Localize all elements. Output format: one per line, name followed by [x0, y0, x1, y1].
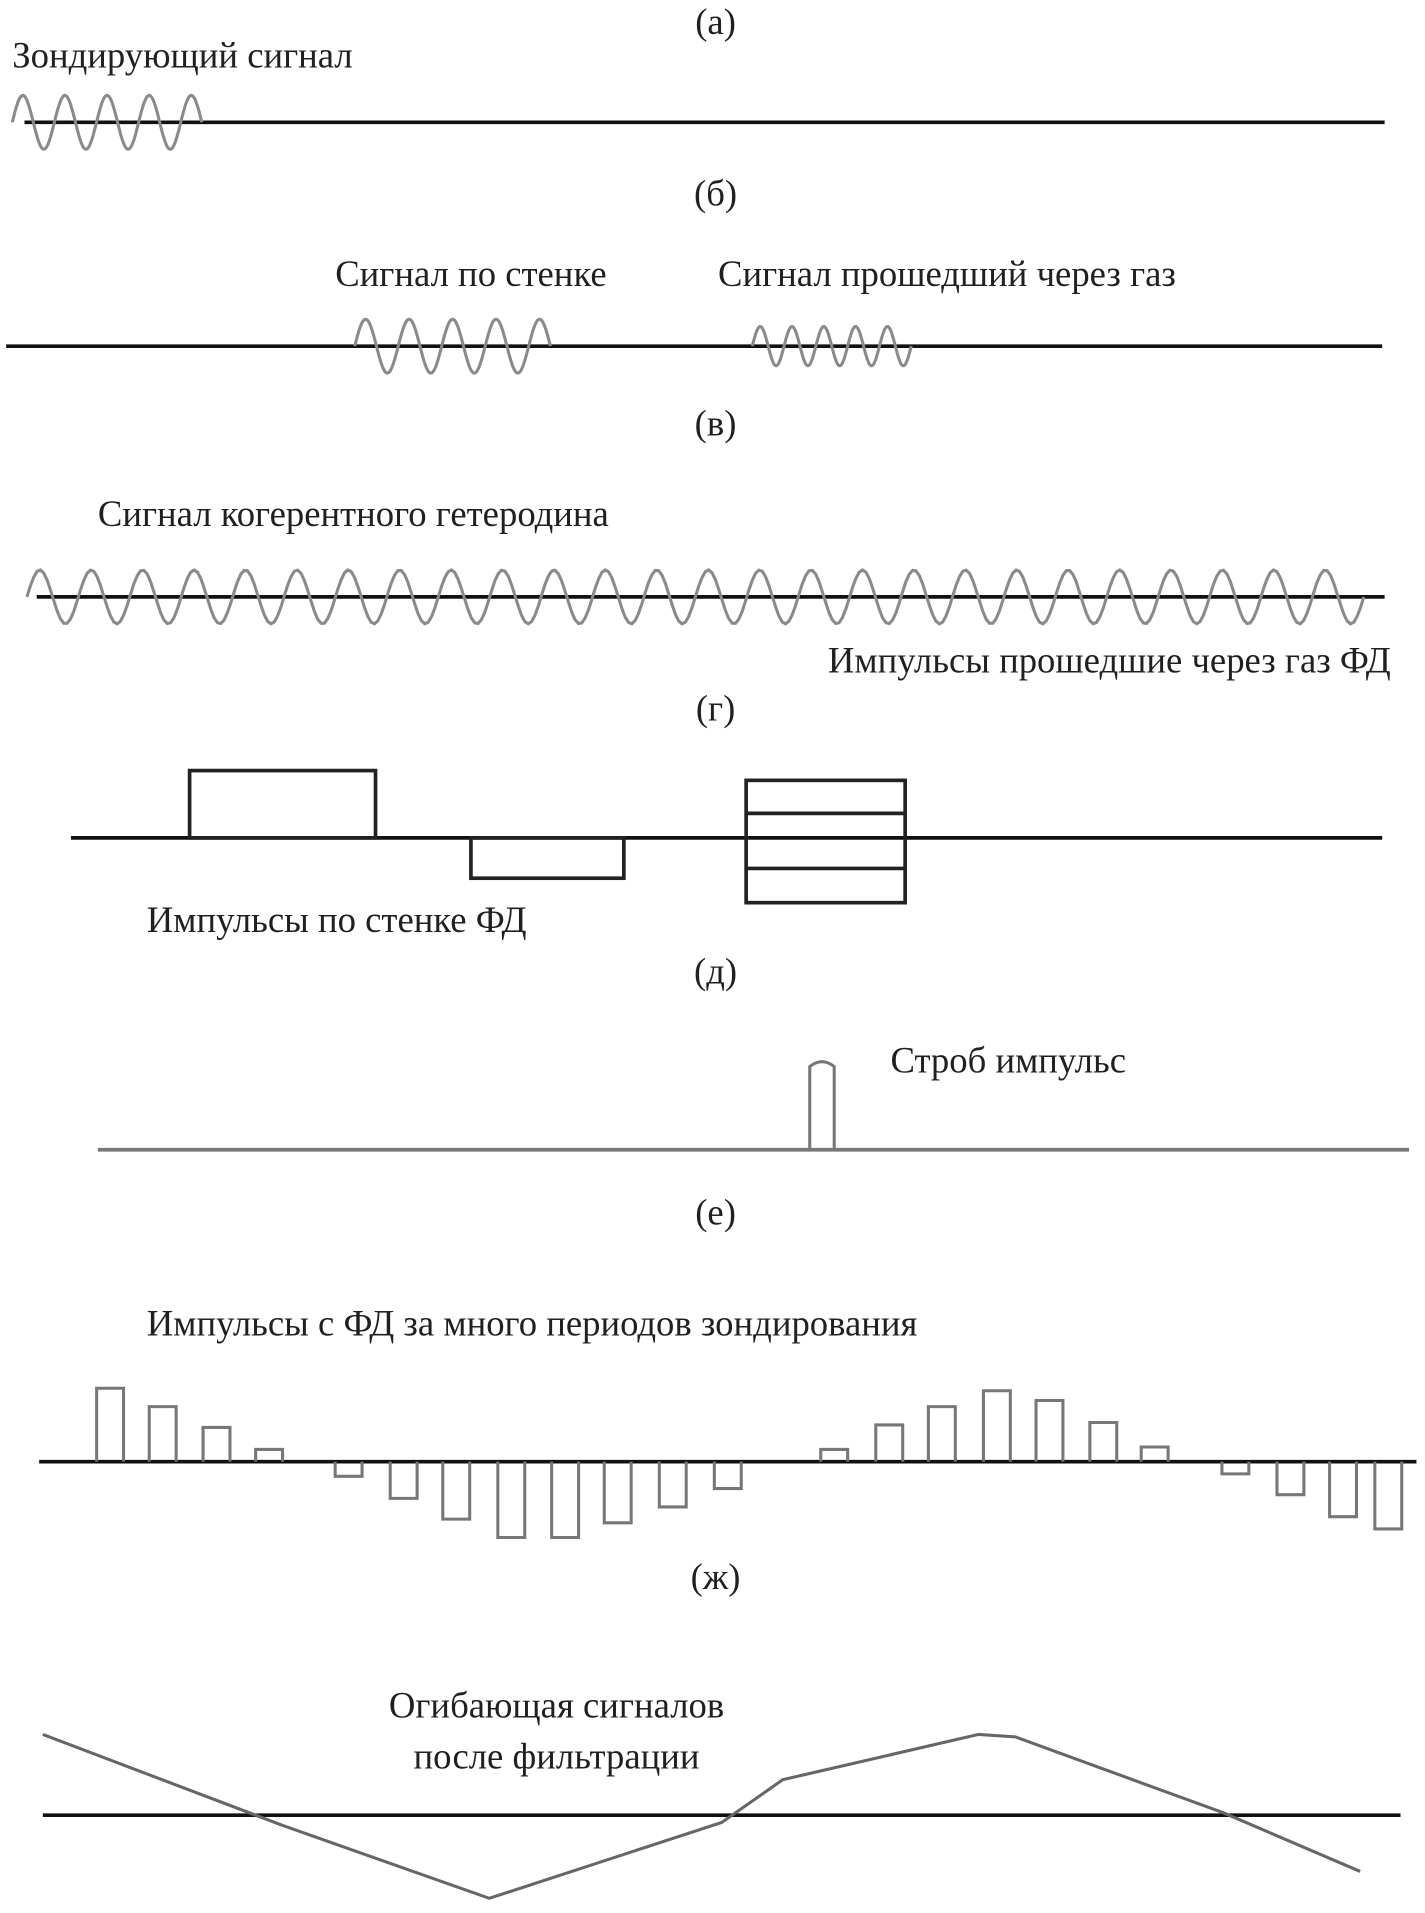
envelope-label-line1: Огибающая сигналов	[389, 1684, 724, 1725]
pd-pulses	[95, 1386, 1404, 1540]
pd-pulse-bar	[1088, 1420, 1119, 1462]
heterodyne-label: Сигнал когерентного гетеродина	[98, 493, 609, 534]
envelope-curve	[42, 1732, 1361, 1900]
probe-signal-wave	[10, 93, 204, 151]
pd-pulse-bar	[550, 1461, 581, 1540]
pd-pulse-bar	[657, 1461, 688, 1509]
wall-pulse-positive	[187, 768, 378, 840]
pd-pulse-bar	[602, 1461, 633, 1525]
heterodyne-wave	[25, 568, 1366, 626]
pd-pulse-bar	[147, 1405, 178, 1462]
panel-a-label: (а)	[695, 1, 736, 42]
panel-v-label: (в)	[695, 402, 737, 443]
panel-e-label: (е)	[695, 1191, 736, 1232]
pd-pulse-bar	[926, 1405, 957, 1462]
pd-pulse-bar	[388, 1461, 419, 1500]
pd-pulse-bar	[874, 1423, 905, 1462]
pd-pulse-bar	[201, 1425, 232, 1462]
panel-g-label: (г)	[696, 687, 735, 728]
wall-pulses-label: Импульсы по стенке ФД	[147, 899, 527, 940]
pd-pulse-bar	[712, 1461, 743, 1491]
wall-pulse-negative	[469, 836, 626, 881]
pd-pulse-bar	[1275, 1461, 1306, 1497]
multi-period-label: Импульсы с ФД за много периодов зондиров…	[147, 1303, 918, 1344]
wall-signal-label: Сигнал по стенке	[335, 253, 606, 294]
pd-pulse-bar	[254, 1447, 285, 1462]
pd-pulse-bar	[1034, 1398, 1065, 1462]
panel-zh-label: (ж)	[691, 1556, 741, 1597]
pd-pulse-bar	[1220, 1461, 1251, 1476]
gas-pulses-stack	[744, 778, 907, 905]
pd-pulse-bar	[1373, 1461, 1404, 1531]
probe-signal-label: Зондирующий сигнал	[12, 34, 352, 75]
pd-pulse-bar	[819, 1447, 850, 1462]
envelope-label-line2: после фильтрации	[414, 1736, 700, 1777]
wall-signal-wave	[353, 317, 552, 375]
pd-pulse-bar	[981, 1389, 1012, 1462]
pd-pulse-bar	[95, 1386, 126, 1462]
gas-signal-label: Сигнал прошедший через газ	[718, 253, 1176, 294]
gas-pulses-label: Импульсы прошедшие через газ ФД	[828, 640, 1391, 681]
panel-b-label: (б)	[694, 172, 737, 213]
pd-pulse-bar	[1328, 1461, 1359, 1519]
strobe-label: Строб импульс	[890, 1040, 1126, 1081]
pd-pulse-bar	[441, 1461, 472, 1521]
gas-signal-wave	[750, 325, 913, 368]
panel-d-label: (д)	[694, 950, 737, 991]
pd-pulse-bar	[496, 1461, 527, 1540]
pd-pulse-bar	[1139, 1445, 1170, 1462]
strobe-pulse	[808, 1060, 836, 1150]
pd-pulse-bar	[333, 1461, 364, 1478]
